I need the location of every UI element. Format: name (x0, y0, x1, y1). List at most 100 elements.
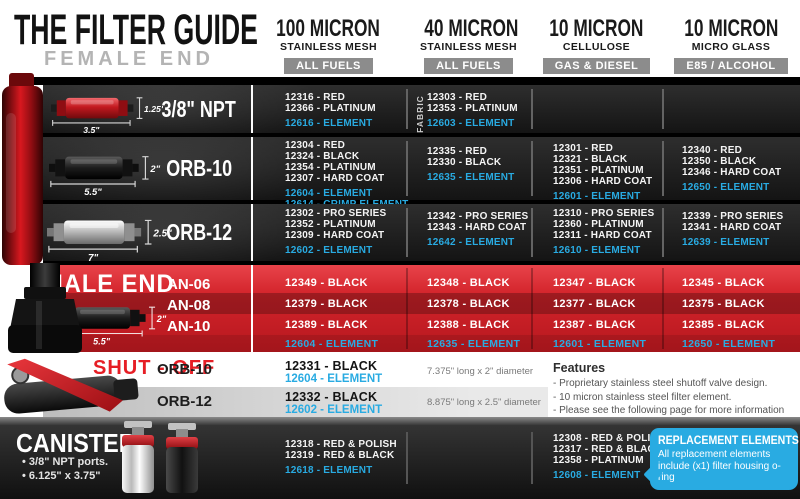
element-number: 12604 - ELEMENT (285, 373, 383, 385)
column-title: 10 MICRON (549, 15, 644, 42)
header-divider-bar (28, 77, 800, 85)
male-end-section: AN-06 12349 - BLACK 12348 - BLACK 12347 … (35, 265, 800, 352)
part-number: 12318 - RED & POLISH (285, 439, 397, 450)
canister-specs: • 3/8" NPT ports. • 6.125" x 3.75" (22, 455, 108, 483)
element-number: 12602 - ELEMENT (285, 404, 383, 416)
part-number: 12603 - ELEMENT (427, 118, 515, 129)
height-dimension: 2" (156, 314, 167, 324)
column-divider (662, 89, 664, 129)
part-number: 12342 - PRO SERIES (427, 211, 529, 222)
part-number: 12375 - BLACK (682, 298, 765, 310)
fuel-badge: ALL FUELS (424, 58, 513, 74)
column-divider (406, 89, 408, 129)
feature-item: - Please see the following page for more… (553, 405, 785, 416)
size-note: 7.375" long x 2" diameter (427, 366, 534, 377)
column-divider (531, 208, 533, 257)
parts-cell: 12302 - PRO SERIES 12352 - PLATINUM 12309 … (285, 208, 386, 256)
part-number: 12332 - BLACK (285, 390, 378, 404)
part-number: 12308 - RED & POLISH (553, 433, 665, 444)
female-end-label: FEMALE END (44, 48, 214, 70)
column-header-40-micron: 40 MICRON STAINLESS MESH ALL FUELS (406, 15, 531, 74)
part-number: 12616 - ELEMENT (285, 118, 373, 129)
element-number: 12635 - ELEMENT (427, 338, 521, 350)
part-number: 12316 - RED (285, 92, 346, 103)
part-number: 12319 - RED & BLACK (285, 450, 395, 461)
part-number: 12358 - PLATINUM (553, 455, 644, 466)
height-dimension: 1.25" (144, 104, 163, 114)
shutoff-heading: SHUT - OFF (93, 357, 216, 379)
part-number: 12304 - RED (285, 140, 346, 151)
part-number: 12388 - BLACK (427, 319, 510, 331)
column-header-100-micron: 100 MICRON STAINLESS MESH ALL FUELS (251, 15, 406, 74)
parts-cell: 12340 - RED 12350 - BLACK 12346 - HARD COA… (682, 145, 781, 193)
part-number: 12389 - BLACK (285, 319, 368, 331)
part-number: 12601 - ELEMENT (553, 191, 641, 202)
male-element-row: 12604 - ELEMENT 12635 - ELEMENT 12601 - … (35, 335, 800, 352)
column-divider (662, 208, 664, 257)
part-number: 12353 - PLATINUM (427, 103, 518, 114)
filter-illustration-black: 2" 5.5" (49, 156, 161, 197)
column-title: 100 MICRON (276, 15, 381, 42)
column-title: 40 MICRON (424, 15, 519, 42)
parts-cell: 12301 - RED 12321 - BLACK 12351 - PLATINUM… (553, 143, 652, 202)
row-label: 3/8" NPT (161, 96, 237, 122)
column-divider (251, 265, 253, 352)
element-number: 12650 - ELEMENT (682, 338, 776, 350)
part-number: 12635 - ELEMENT (427, 172, 515, 183)
column-divider (251, 137, 253, 200)
width-dimension: 5.5" (93, 336, 111, 346)
red-filter-product-photo (2, 73, 43, 265)
part-number: 12330 - BLACK (427, 157, 502, 168)
spec-bullet: • 6.125" x 3.75" (22, 470, 101, 482)
column-divider (662, 268, 664, 349)
part-number: 12366 - PLATINUM (285, 103, 376, 114)
male-row-an08: AN-08 12379 - BLACK 12378 - BLACK 12377 … (35, 293, 800, 314)
column-divider (531, 89, 533, 129)
filter-illustration-silver: 2.5" 7" (47, 219, 172, 263)
part-number: 12348 - BLACK (427, 277, 510, 289)
column-header-10-micron-micro-glass: 10 MICRON MICRO GLASS E85 / ALCOHOL (662, 15, 800, 74)
column-divider (531, 268, 533, 349)
part-number: 12331 - BLACK (285, 359, 378, 373)
width-dimension: 3.5" (83, 125, 100, 135)
parts-cell: 12339 - PRO SERIES 12341 - HARD COAT 12639… (682, 211, 783, 248)
fabric-watermark: FABRIC (414, 95, 425, 133)
column-title: 10 MICRON (683, 15, 779, 42)
row-label: ORB-12 (166, 219, 232, 245)
part-number: 12618 - ELEMENT (285, 465, 373, 476)
part-number: 12650 - ELEMENT (682, 182, 770, 193)
callout-heading: REPLACEMENT ELEMENTS (658, 433, 799, 447)
column-subtitle: STAINLESS MESH (280, 41, 377, 53)
an-fitting-product-photo (8, 263, 82, 353)
part-number: 12317 - RED & BLACK (553, 444, 663, 455)
row-3-8-npt: 1.25" 3.5" 3/8" NPT FABRIC 12316 - RED 12… (43, 85, 800, 135)
canister-product-photos (122, 421, 198, 493)
part-number: 12345 - BLACK (682, 277, 765, 289)
width-dimension: 5.5" (84, 186, 102, 197)
part-number: 12604 - ELEMENT (285, 188, 373, 199)
column-divider (406, 208, 408, 257)
height-dimension: 2.5" (152, 228, 172, 239)
part-number: 12339 - PRO SERIES (682, 211, 784, 222)
male-row-an10: AN-10 12389 - BLACK 12388 - BLACK 12387 … (35, 314, 800, 335)
part-number: 12343 - HARD COAT (427, 222, 527, 233)
callout-body: All replacement elements include (x1) fi… (658, 449, 781, 483)
parts-cell: 12318 - RED & POLISH 12319 - RED & BLACK 1… (285, 439, 397, 476)
part-number: 12340 - RED (682, 145, 743, 156)
fuel-badge: GAS & DIESEL (542, 58, 651, 74)
page-title: THE FILTER GUIDE (14, 6, 258, 54)
parts-cell: 12308 - RED & POLISH 12317 - RED & BLACK 1… (553, 433, 665, 481)
features-list: - Proprietary stainless steel shutoff va… (553, 377, 793, 418)
parts-cell: 12303 - RED 12353 - PLATINUM 12603 - ELEME… (427, 92, 518, 129)
part-number: 12303 - RED (427, 92, 488, 103)
row-orb-12: 2.5" 7" ORB-12 12302 - PRO SERIES 12352 -… (43, 204, 800, 263)
part-number: 12608 - ELEMENT (553, 470, 641, 481)
row-orb-10: 2" 5.5" ORB-10 12304 - RED 12324 - BLACK 1… (43, 137, 800, 210)
part-number: 12354 - PLATINUM (285, 162, 376, 173)
row-label: AN-08 (167, 297, 211, 314)
column-divider (406, 141, 408, 196)
feature-item: - 10 micron stainless steel filter eleme… (553, 391, 732, 403)
column-subtitle: STAINLESS MESH (420, 41, 517, 53)
element-number: 12604 - ELEMENT (285, 338, 379, 350)
part-number: 12311 - HARD COAT (553, 230, 652, 241)
